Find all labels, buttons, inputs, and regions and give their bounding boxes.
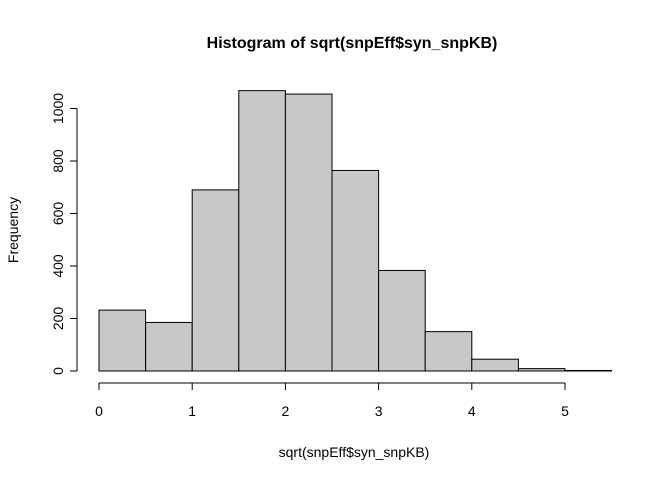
chart-title: Histogram of sqrt(snpEff$syn_snpKB): [207, 35, 498, 52]
x-tick-label: 4: [468, 403, 476, 419]
x-axis-label: sqrt(snpEff$syn_snpKB): [279, 444, 430, 460]
y-tick-label: 400: [50, 254, 66, 278]
y-axis-label: Frequency: [5, 197, 21, 263]
x-tick-label: 1: [188, 403, 196, 419]
histogram-bar-1: [145, 321, 193, 372]
y-tick-label: 200: [50, 307, 66, 331]
y-tick-label: 600: [50, 202, 66, 226]
histogram-bar-8: [471, 358, 519, 372]
histogram-bar-9: [517, 368, 566, 372]
histogram-bar-3: [238, 90, 286, 372]
x-tick-label: 0: [95, 403, 103, 419]
x-tick-label: 2: [282, 403, 290, 419]
histogram-bar-5: [331, 169, 380, 372]
histogram-bar-6: [378, 269, 426, 372]
y-tick-label: 1000: [50, 93, 66, 124]
x-tick-label: 5: [561, 403, 569, 419]
histogram-bar-0: [98, 309, 147, 372]
histogram-bar-7: [424, 331, 473, 372]
histogram-bar-2: [191, 189, 240, 372]
bars-group: [98, 90, 613, 372]
x-tick-label: 3: [375, 403, 383, 419]
y-tick-label: 800: [50, 149, 66, 173]
y-axis: 0 200 400 600 800 1000: [50, 93, 78, 375]
y-tick-label: 0: [50, 367, 66, 375]
histogram-bar-4: [284, 93, 333, 372]
histogram-bar-10: [564, 369, 613, 372]
x-axis: 0 1 2 3 4 5: [95, 382, 569, 419]
